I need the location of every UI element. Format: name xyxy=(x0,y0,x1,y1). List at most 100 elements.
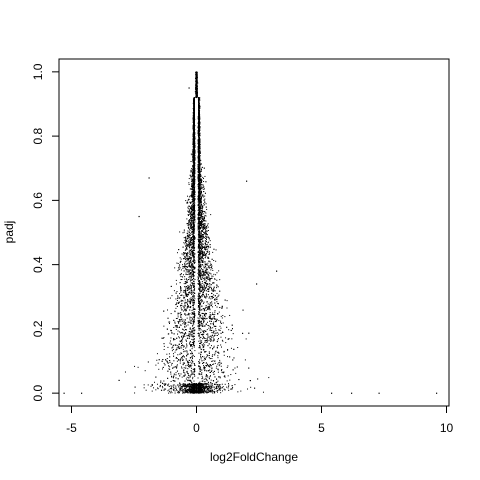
data-point xyxy=(185,243,187,245)
data-point xyxy=(207,226,209,228)
data-point xyxy=(247,388,249,390)
data-point xyxy=(214,278,216,280)
data-point xyxy=(190,359,192,361)
data-point xyxy=(199,311,201,313)
data-point xyxy=(210,269,212,271)
data-point xyxy=(208,257,210,259)
data-point xyxy=(186,279,188,281)
data-point xyxy=(201,180,203,182)
data-point xyxy=(219,389,221,391)
data-point xyxy=(198,100,200,102)
data-point xyxy=(218,333,220,335)
data-point xyxy=(200,246,202,248)
data-point xyxy=(268,377,270,379)
data-point xyxy=(190,196,192,198)
data-point xyxy=(209,267,211,269)
data-point xyxy=(205,389,207,391)
data-point xyxy=(231,338,233,340)
data-point xyxy=(193,189,195,191)
data-point xyxy=(201,309,203,311)
data-point xyxy=(184,263,186,265)
data-point xyxy=(171,376,173,378)
data-point xyxy=(173,360,175,362)
data-point xyxy=(191,282,193,284)
data-point xyxy=(191,219,193,221)
data-point xyxy=(203,204,205,206)
data-point xyxy=(181,341,183,343)
data-point xyxy=(211,329,213,331)
data-point xyxy=(228,385,230,387)
data-point xyxy=(186,281,188,283)
data-point xyxy=(185,333,187,335)
data-point xyxy=(192,148,194,150)
data-point xyxy=(214,333,216,335)
data-point xyxy=(185,329,187,331)
data-point xyxy=(201,375,203,377)
data-point xyxy=(212,289,214,291)
data-point xyxy=(201,372,203,374)
data-point xyxy=(199,224,201,226)
data-point xyxy=(198,373,200,375)
data-point xyxy=(171,385,173,387)
data-point xyxy=(194,329,196,331)
data-point xyxy=(197,188,199,190)
data-point xyxy=(174,311,176,313)
data-point xyxy=(186,344,188,346)
data-point xyxy=(186,218,188,220)
data-point xyxy=(166,353,168,355)
data-point xyxy=(188,306,190,308)
data-point xyxy=(156,383,158,385)
data-point xyxy=(202,319,204,321)
data-point xyxy=(163,383,165,385)
data-point xyxy=(175,307,177,309)
data-point xyxy=(180,319,182,321)
data-point xyxy=(201,242,203,244)
data-point xyxy=(168,368,170,370)
data-point xyxy=(201,260,203,262)
data-point xyxy=(200,163,202,165)
data-point xyxy=(198,311,200,313)
data-point xyxy=(207,251,209,253)
data-point xyxy=(193,355,195,357)
data-point xyxy=(202,335,204,337)
data-point xyxy=(190,201,192,203)
data-point xyxy=(208,274,210,276)
data-point xyxy=(208,388,210,390)
data-point xyxy=(210,387,212,389)
data-point xyxy=(192,167,194,169)
data-point xyxy=(220,392,222,394)
data-point xyxy=(189,188,191,190)
data-point xyxy=(212,371,214,373)
data-point xyxy=(207,338,209,340)
data-point xyxy=(205,270,207,272)
data-point xyxy=(182,232,184,234)
data-point xyxy=(213,289,215,291)
data-point xyxy=(210,298,212,300)
data-point xyxy=(191,183,193,185)
data-point xyxy=(211,296,213,298)
data-point xyxy=(177,262,179,264)
data-point xyxy=(194,369,196,371)
data-point xyxy=(156,359,158,361)
data-point xyxy=(187,279,189,281)
data-point xyxy=(200,334,202,336)
data-point xyxy=(199,246,201,248)
data-point xyxy=(188,301,190,303)
data-point xyxy=(194,180,196,182)
data-point xyxy=(177,386,179,388)
data-point xyxy=(197,269,199,271)
data-point xyxy=(204,370,206,372)
data-point xyxy=(176,357,178,359)
data-point xyxy=(204,279,206,281)
data-point xyxy=(192,303,194,305)
data-point xyxy=(191,193,193,195)
data-point xyxy=(187,271,189,273)
data-point xyxy=(214,304,216,306)
data-point xyxy=(169,391,171,393)
data-point xyxy=(200,209,202,211)
data-point xyxy=(176,347,178,349)
data-point xyxy=(187,258,189,260)
data-point xyxy=(190,211,192,213)
data-point xyxy=(209,338,211,340)
data-point xyxy=(202,207,204,209)
